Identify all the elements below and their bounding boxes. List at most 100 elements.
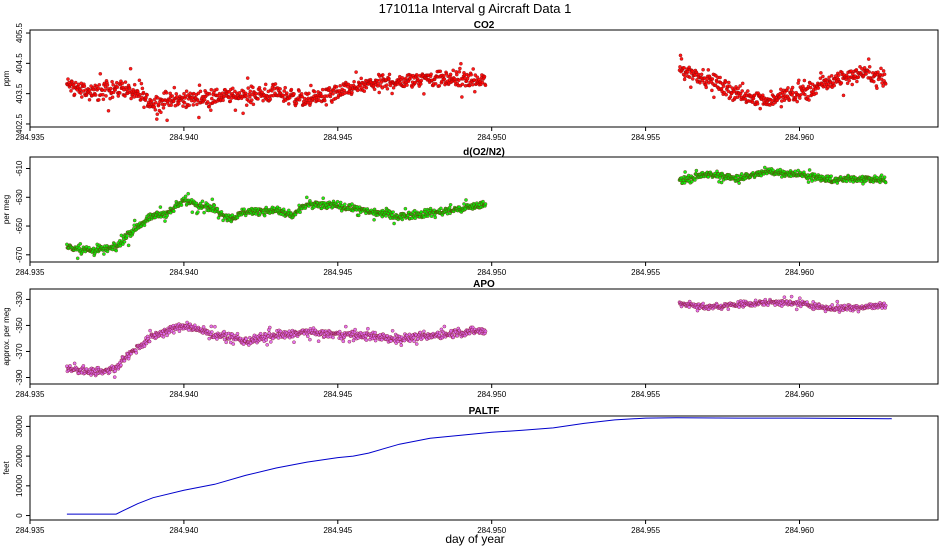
y-tick-label: -630: [15, 189, 24, 206]
data-point: [268, 325, 272, 330]
data-point: [400, 217, 405, 222]
data-point: [324, 103, 329, 107]
data-point: [699, 72, 704, 77]
data-point: [112, 375, 117, 379]
y-axis-label: approx. per meg: [2, 307, 11, 365]
data-point: [66, 77, 70, 81]
data-point: [807, 98, 811, 102]
data-point: [867, 70, 871, 74]
data-point: [359, 76, 363, 81]
data-point: [205, 100, 210, 104]
data-point: [438, 69, 443, 74]
data-point: [292, 340, 296, 344]
data-point: [308, 337, 312, 342]
x-tick-label: 284.935: [16, 268, 45, 277]
data-point: [145, 93, 149, 97]
data-point: [879, 77, 884, 81]
data-point: [739, 172, 744, 176]
data-point: [678, 65, 682, 69]
y-tick-label: -350: [15, 317, 24, 334]
data-point: [186, 191, 190, 196]
data-point: [88, 88, 92, 92]
data-point: [710, 88, 714, 93]
data-point: [872, 79, 876, 84]
data-point: [196, 210, 200, 214]
data-point: [270, 89, 274, 93]
data-point: [196, 98, 200, 103]
data-point: [320, 94, 324, 98]
x-tick-label: 284.950: [477, 390, 506, 399]
data-point: [376, 81, 380, 86]
data-point: [829, 174, 833, 178]
data-point: [855, 79, 859, 84]
panels: CO2 ppm 284.935 284.940 284.945 284.950 284.95…: [2, 20, 939, 535]
data-point: [233, 108, 238, 112]
data-point: [442, 324, 447, 329]
data-point: [740, 81, 745, 86]
data-point: [235, 215, 240, 220]
data-point: [419, 210, 424, 214]
data-point: [212, 203, 217, 208]
data-point: [209, 324, 214, 329]
data-point: [470, 82, 475, 87]
data-point: [172, 85, 177, 90]
data-point: [251, 85, 255, 90]
data-point: [221, 218, 225, 223]
data-point: [469, 72, 473, 77]
data-point: [108, 86, 113, 91]
data-point: [87, 98, 92, 102]
data-point: [148, 328, 152, 333]
data-point: [392, 221, 396, 226]
data-point: [737, 181, 741, 185]
data-point: [694, 168, 699, 173]
data-point: [798, 96, 802, 100]
data-point: [243, 91, 248, 96]
data-point: [305, 195, 309, 200]
data-point: [202, 97, 207, 102]
plot-frame: [29, 29, 939, 128]
data-point: [447, 205, 452, 210]
x-tick-label: 284.945: [323, 390, 352, 399]
data-point: [728, 95, 733, 99]
data-point: [139, 81, 144, 86]
x-tick-label: 284.940: [169, 268, 198, 277]
data-point: [438, 331, 442, 335]
data-point: [93, 93, 98, 97]
data-point: [412, 208, 417, 213]
data-point: [459, 61, 463, 66]
data-point: [72, 361, 77, 366]
data-point: [197, 115, 201, 120]
data-point: [294, 101, 299, 106]
y-axis-label: ppm: [2, 70, 11, 86]
data-point: [241, 111, 245, 116]
data-point: [237, 91, 242, 95]
data-point: [213, 324, 217, 329]
data-point: [142, 105, 146, 110]
data-point: [364, 85, 369, 90]
data-point: [126, 243, 131, 248]
data-point: [215, 207, 220, 211]
data-point: [80, 95, 84, 99]
data-point: [210, 197, 215, 202]
y-tick-label: -670: [15, 246, 24, 263]
y-tick-label: 10000: [15, 474, 24, 497]
data-point: [215, 337, 219, 341]
data-point: [162, 102, 167, 107]
data-point: [172, 331, 176, 335]
data-point: [321, 196, 325, 200]
data-point: [746, 89, 750, 93]
data-point: [128, 66, 133, 71]
data-point: [457, 70, 462, 74]
data-point: [174, 92, 179, 96]
data-point: [134, 351, 139, 355]
data-point: [103, 88, 107, 93]
data-point: [701, 301, 705, 306]
data-point: [750, 100, 755, 104]
data-point: [269, 340, 273, 344]
data-point: [847, 78, 851, 83]
data-point: [467, 83, 472, 88]
x-tick-label: 284.945: [323, 133, 352, 142]
data-point: [242, 207, 246, 211]
data-point: [341, 339, 346, 344]
data-point: [353, 327, 357, 332]
